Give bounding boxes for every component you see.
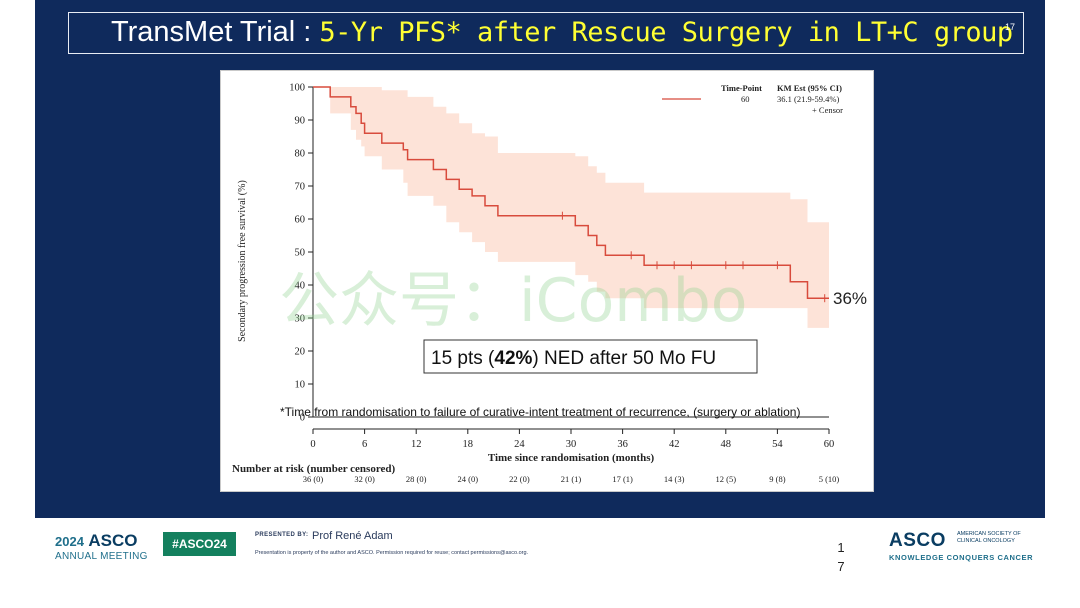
- page-number-line2: 7: [837, 559, 845, 574]
- x-tick-label: 42: [669, 439, 680, 450]
- presented-by-label: PRESENTED BY:: [255, 532, 309, 538]
- x-tick-label: 6: [362, 439, 367, 450]
- censor-mark: [559, 211, 566, 220]
- censor-mark: [654, 261, 660, 270]
- asco-annual-meeting-logo: 2024 ASCO ANNUAL MEETING: [55, 531, 148, 562]
- page-number: 1 7: [836, 538, 846, 576]
- legend-timepoint: 60: [741, 94, 750, 104]
- x-tick-label: 60: [824, 439, 835, 450]
- asco-society-name: AMERICAN SOCIETY OF CLINICAL ONCOLOGY: [957, 531, 1021, 544]
- asco-society-logo: ASCO AMERICAN SOCIETY OF CLINICAL ONCOLO…: [889, 530, 1033, 562]
- y-tick-label: 40: [295, 281, 306, 292]
- km-curve: [313, 86, 829, 299]
- x-tick-label: 30: [566, 439, 577, 450]
- footer-year: 2024: [55, 534, 84, 549]
- asco-tagline: KNOWLEDGE CONQUERS CANCER: [889, 553, 1034, 562]
- title-box: TransMet Trial : 5-Yr PFS* after Rescue …: [68, 12, 1024, 54]
- legend-header-km: KM Est (95% CI): [777, 83, 842, 93]
- y-tick-label: 20: [295, 347, 306, 358]
- permission-notice: Presentation is property of the author a…: [255, 550, 529, 556]
- risk-value: 28 (0): [406, 474, 427, 484]
- y-tick-label: 0: [300, 413, 305, 424]
- censor-mark: [740, 261, 746, 270]
- y-tick-label: 10: [295, 380, 306, 391]
- footer-annual-meeting: ANNUAL MEETING: [55, 551, 148, 562]
- risk-value: 12 (5): [716, 474, 737, 484]
- y-tick-label: 90: [295, 116, 306, 127]
- x-tick-label: 54: [772, 439, 783, 450]
- risk-value: 36 (0): [303, 474, 324, 484]
- y-tick-label: 100: [289, 83, 305, 94]
- censor-mark: [821, 294, 828, 303]
- x-tick-label: 36: [617, 439, 628, 450]
- page-number-line1: 1: [837, 540, 845, 555]
- ned-callout-box: [423, 339, 758, 374]
- x-tick-label: 48: [721, 439, 732, 450]
- y-axis-label: Secondary progression free survival (%): [237, 180, 248, 342]
- km-chart: 0 10 20 30 40 50 60 70 80 90 100 0 6 12 18 24 30 36 42 48 54…: [232, 83, 867, 485]
- km-chart-frame: 0 10 20 30 40 50 60 70 80 90 100 0 6 12 18 24 30 36 42 48 54…: [220, 70, 874, 492]
- censor-mark: [671, 261, 678, 270]
- y-tick-label: 60: [295, 215, 306, 226]
- slide-number-top: 17: [1004, 22, 1015, 32]
- legend: Time-Point KM Est (95% CI) 60 36.1 (21.9…: [662, 83, 843, 115]
- ned-callout: 15 pts (42%) NED after 50 Mo FU: [423, 339, 758, 374]
- risk-value: 32 (0): [354, 474, 375, 484]
- risk-table-title: Number at risk (number censored): [232, 463, 396, 475]
- risk-value: 24 (0): [458, 474, 479, 484]
- asco-society-logo-wordmark: ASCO: [889, 530, 946, 551]
- y-tick-label: 70: [295, 182, 306, 193]
- risk-table: 36 (0) 32 (0) 28 (0) 24 (0) 22 (0) 21 (1) 17 (…: [303, 474, 840, 484]
- risk-value: 22 (0): [509, 474, 530, 484]
- censor-mark: [774, 261, 781, 270]
- presenter-name: Prof René Adam: [312, 530, 393, 542]
- risk-value: 5 (10): [819, 474, 840, 484]
- x-tick-label: 24: [514, 439, 525, 450]
- risk-value: 21 (1): [561, 474, 582, 484]
- y-tick-label: 50: [295, 248, 306, 259]
- risk-value: 14 (3): [664, 474, 685, 484]
- risk-value: 17 (1): [612, 474, 633, 484]
- hashtag-badge: #ASCO24: [163, 532, 236, 556]
- legend-km-estimate: 36.1 (21.9-59.4%): [777, 94, 839, 104]
- slide-title: TransMet Trial : 5-Yr PFS* after Rescue …: [111, 16, 1013, 48]
- risk-value: 9 (8): [769, 474, 785, 484]
- footnote: *Time from randomisation to failure of c…: [280, 405, 800, 419]
- slide-title-highlight: 5-Yr PFS* after Rescue Surgery in LT+C g…: [319, 17, 1013, 48]
- x-axis-label: Time since randomisation (months): [488, 452, 655, 464]
- end-percentage-label: 36%: [833, 289, 867, 308]
- x-tick-label: 12: [411, 439, 422, 450]
- censor-mark: [628, 251, 635, 260]
- legend-censor: + Censor: [812, 105, 843, 115]
- ned-callout-text: 15 pts (42%) NED after 50 Mo FU: [431, 348, 716, 369]
- legend-header-timepoint: Time-Point: [721, 83, 762, 93]
- x-tick-label: 0: [310, 439, 315, 450]
- y-tick-label: 80: [295, 149, 306, 160]
- censor-mark: [722, 261, 729, 270]
- x-tick-label: 18: [463, 439, 474, 450]
- y-tick-label: 30: [295, 314, 306, 325]
- footer-asco: ASCO: [88, 531, 138, 550]
- watermark: 公众号：iCombo: [279, 266, 748, 336]
- censor-mark: [688, 261, 695, 270]
